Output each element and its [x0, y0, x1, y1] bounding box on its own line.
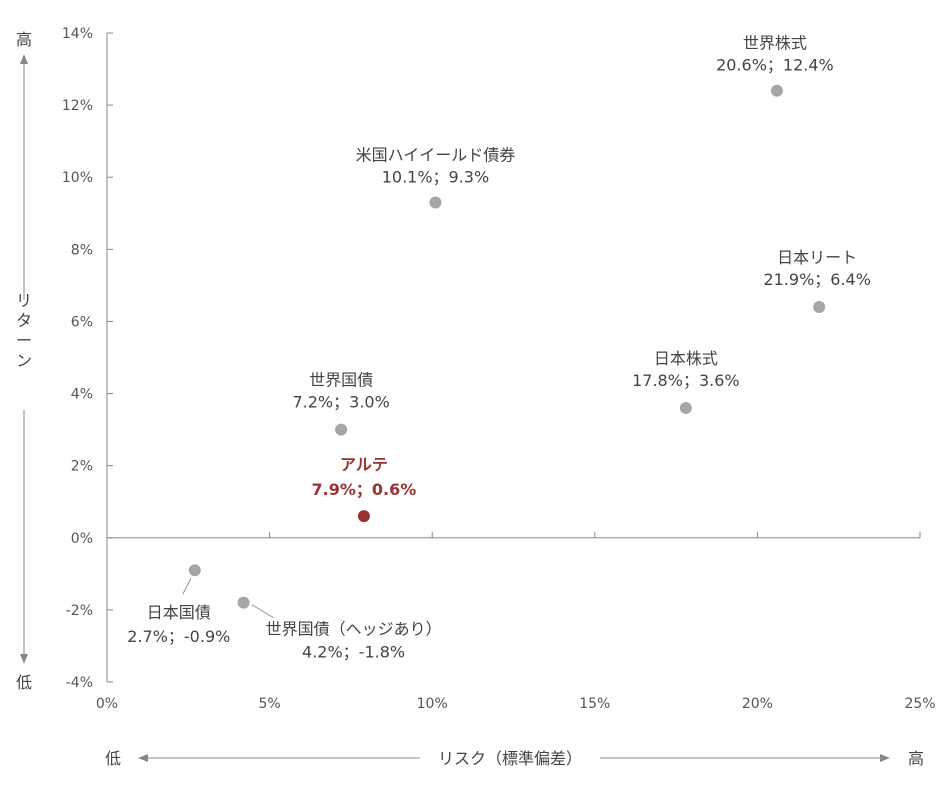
- data-point: [679, 401, 692, 414]
- y-tick-label: 8%: [71, 242, 93, 258]
- x-axis-arrowhead-right: [880, 754, 890, 762]
- y-tick-label: 2%: [71, 459, 93, 475]
- y-tick-label: -4%: [66, 675, 93, 691]
- y-tick-label: 14%: [62, 26, 93, 42]
- point-name-label: 日本国債: [147, 603, 211, 622]
- y-tick-label: 6%: [71, 314, 93, 330]
- label-leader-line: [251, 604, 274, 619]
- y-tick-label: -2%: [66, 603, 93, 619]
- y-tick-label: 12%: [62, 98, 93, 114]
- x-tick-label: 25%: [904, 696, 935, 712]
- point-name-label: 米国ハイイールド債券: [356, 145, 516, 164]
- point-name-label: 世界国債: [309, 371, 373, 390]
- data-point: [335, 423, 348, 436]
- data-point: [770, 84, 783, 97]
- x-axis-high-label: 高: [908, 749, 924, 768]
- point-value-label: 4.2%；-1.8%: [302, 643, 405, 662]
- x-axis-arrowhead-left: [138, 754, 148, 762]
- data-point: [188, 564, 201, 577]
- data-point: [813, 301, 826, 314]
- point-value-label: 17.8%；3.6%: [632, 371, 739, 390]
- y-axis-arrowhead-down: [20, 654, 28, 664]
- y-tick-label: 4%: [71, 387, 93, 403]
- point-value-label: 7.9%；0.6%: [312, 480, 417, 499]
- y-axis-high-label: 高: [16, 30, 32, 49]
- x-tick-label: 0%: [96, 696, 118, 712]
- point-name-label: 日本リート: [777, 248, 857, 267]
- y-axis-arrowhead-up: [20, 54, 28, 64]
- x-tick-label: 5%: [258, 696, 280, 712]
- x-tick-label: 15%: [579, 696, 610, 712]
- x-axis-low-label: 低: [105, 749, 121, 768]
- point-value-label: 10.1%；9.3%: [382, 167, 489, 186]
- point-value-label: 20.6%；12.4%: [716, 56, 834, 75]
- y-tick-label: 10%: [62, 170, 93, 186]
- x-tick-label: 20%: [742, 696, 773, 712]
- data-point: [429, 196, 442, 209]
- point-name-label: アルテ: [340, 455, 388, 474]
- x-axis-title: リスク（標準偏差）: [438, 749, 582, 768]
- y-axis-low-label: 低: [16, 673, 32, 692]
- point-value-label: 2.7%；-0.9%: [127, 627, 230, 646]
- point-name-label: 世界株式: [743, 34, 807, 53]
- point-name-label: 日本株式: [654, 349, 718, 368]
- point-value-label: 21.9%；6.4%: [763, 270, 870, 289]
- y-tick-label: 0%: [71, 531, 93, 547]
- y-axis-title: リターン: [16, 291, 32, 370]
- point-value-label: 7.2%；3.0%: [292, 393, 389, 412]
- highlight-point: [357, 510, 370, 523]
- label-leader-line: [182, 578, 192, 595]
- point-name-label: 世界国債（ヘッジあり）: [266, 620, 442, 639]
- data-point: [237, 596, 250, 609]
- x-tick-label: 10%: [417, 696, 448, 712]
